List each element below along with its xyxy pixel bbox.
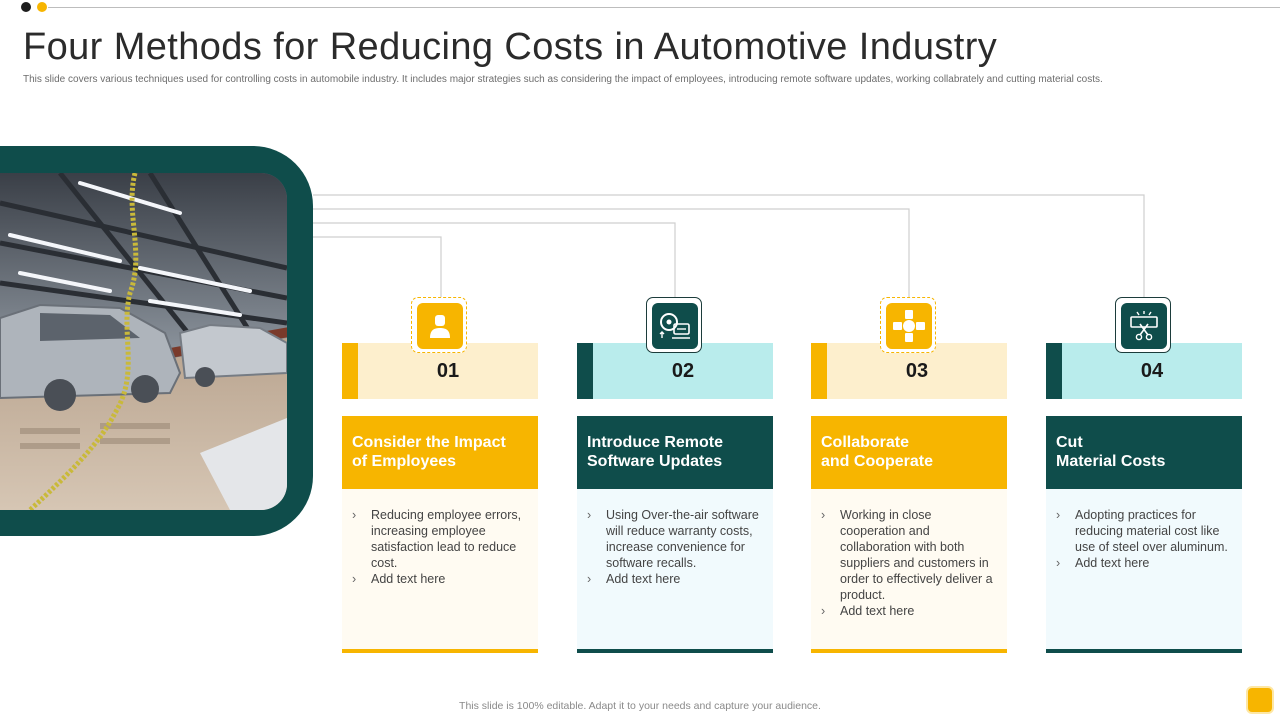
bullet-item: › Adopting practices for reducing materia…	[1056, 508, 1228, 554]
method-heading: Introduce Remote Software Updates	[577, 416, 773, 489]
heading-line: Material Costs	[1056, 453, 1166, 470]
heading-line: of Employees	[352, 453, 457, 470]
decor-dot-dark	[21, 2, 31, 12]
accent-bar	[342, 343, 358, 399]
number-band: 02	[577, 343, 773, 399]
method-body: › Working in close cooperation and collab…	[811, 489, 1007, 653]
slide-subtitle: This slide covers various techniques use…	[23, 74, 1103, 85]
method-heading: Consider the Impact of Employees	[342, 416, 538, 489]
heading-line: Collaborate	[821, 434, 910, 451]
icon-box	[880, 297, 936, 353]
chevron-right-icon: ›	[352, 572, 357, 586]
heading-line: Cut	[1056, 434, 1083, 451]
bottom-bar	[1046, 649, 1242, 653]
decor-dot-yellow	[37, 2, 47, 12]
bullet-item: › Add text here	[352, 572, 446, 586]
accent-bar	[811, 343, 827, 399]
method-body: › Reducing employee errors, increasing em…	[342, 489, 538, 653]
bottom-bar	[577, 649, 773, 653]
chevron-right-icon: ›	[1056, 556, 1061, 570]
software-update-icon	[652, 303, 698, 349]
bottom-bar	[342, 649, 538, 653]
heading-line: Consider the Impact	[352, 434, 506, 451]
number-band: 01	[342, 343, 538, 399]
footer-note: This slide is 100% editable. Adapt it to…	[459, 700, 821, 712]
bottom-bar	[811, 649, 1007, 653]
chevron-right-icon: ›	[821, 508, 826, 522]
heading-line: Software Updates	[587, 453, 723, 470]
method-card-4: 04 Cut Material Costs › Adopting practice…	[1046, 297, 1242, 653]
heading-line: Introduce Remote	[587, 434, 724, 451]
method-card-2: 02 Introduce Remote Software Updates › Us…	[577, 297, 773, 653]
method-number: 04	[1140, 360, 1164, 382]
collaboration-icon	[886, 303, 932, 349]
chevron-right-icon: ›	[821, 604, 826, 618]
chevron-right-icon: ›	[1056, 508, 1061, 522]
method-number: 03	[905, 360, 929, 382]
corner-button[interactable]	[1246, 686, 1274, 714]
top-rule	[48, 7, 1280, 8]
bullet-item: › Reducing employee errors, increasing em…	[352, 508, 522, 570]
accent-bar	[577, 343, 593, 399]
slide-title: Four Methods for Reducing Costs in Autom…	[23, 26, 998, 68]
car-factory-photo	[0, 173, 287, 510]
chevron-right-icon: ›	[352, 508, 357, 522]
method-number: 02	[671, 360, 695, 382]
method-card-3: 03 Collaborate and Cooperate › Working in…	[811, 297, 1007, 653]
chevron-right-icon: ›	[587, 508, 592, 522]
bullet-item: › Working in close cooperation and collab…	[821, 508, 993, 602]
icon-box	[646, 297, 702, 353]
method-card-1: 01 Consider the Impact of Employees › Red…	[342, 297, 538, 653]
bullet-item: › Add text here	[587, 572, 681, 586]
method-body: › Adopting practices for reducing materia…	[1046, 489, 1242, 653]
icon-box	[411, 297, 467, 353]
cut-cost-icon	[1121, 303, 1167, 349]
chevron-right-icon: ›	[587, 572, 592, 586]
method-number: 01	[436, 360, 460, 382]
bullet-item: › Add text here	[821, 604, 915, 618]
bullet-item: › Using Over-the-air software will reduce…	[587, 508, 759, 570]
method-body: › Using Over-the-air software will reduce…	[577, 489, 773, 653]
employee-icon	[417, 303, 463, 349]
method-heading: Cut Material Costs	[1046, 416, 1242, 489]
heading-line: and Cooperate	[821, 453, 934, 470]
accent-bar	[1046, 343, 1062, 399]
icon-box	[1115, 297, 1171, 353]
method-heading: Collaborate and Cooperate	[811, 416, 1007, 489]
bullet-item: › Add text here	[1056, 556, 1150, 570]
